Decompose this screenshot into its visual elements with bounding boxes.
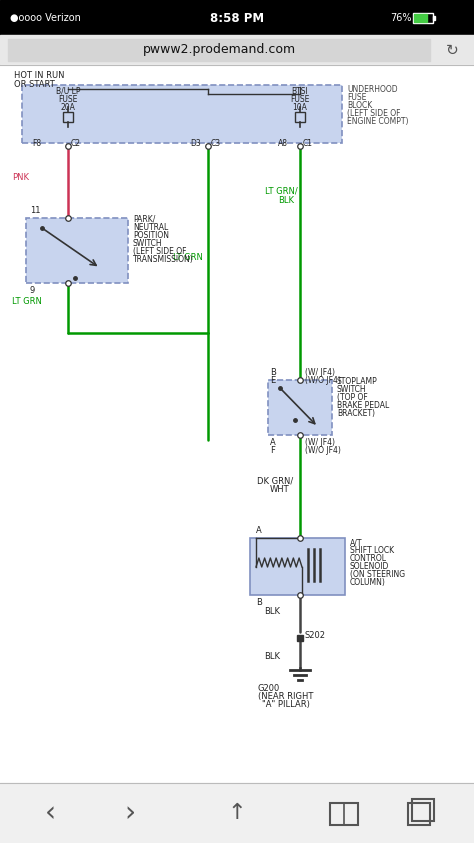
Text: ●oooo Verizon: ●oooo Verizon	[10, 13, 81, 23]
Text: COLUMN): COLUMN)	[350, 578, 386, 587]
Text: DK GRN/: DK GRN/	[257, 477, 293, 486]
Text: LT GRN/: LT GRN/	[265, 186, 298, 195]
Bar	[0, 65, 474, 783]
Text: BTSI: BTSI	[292, 87, 309, 96]
Bar	[412, 799, 434, 821]
Text: A: A	[256, 526, 262, 535]
Text: pwww2.prodemand.com: pwww2.prodemand.com	[143, 44, 296, 56]
Text: UNDERHOOD: UNDERHOOD	[347, 85, 398, 94]
Text: STOPLAMP: STOPLAMP	[337, 377, 378, 386]
Text: E: E	[270, 376, 275, 385]
Text: "A" PILLAR): "A" PILLAR)	[262, 700, 310, 709]
Text: 20A: 20A	[61, 103, 75, 112]
Text: A/T: A/T	[350, 538, 363, 547]
Bar	[0, 0, 474, 35]
Text: C1: C1	[303, 139, 313, 148]
Text: 9: 9	[30, 286, 35, 295]
Text: BLK: BLK	[264, 607, 280, 616]
Text: (TOP OF: (TOP OF	[337, 393, 368, 402]
Text: LT GRN: LT GRN	[12, 297, 42, 306]
Text: (W/ JF4): (W/ JF4)	[305, 368, 335, 377]
Text: (W/O JF4): (W/O JF4)	[305, 376, 341, 385]
Text: B/U LP: B/U LP	[56, 87, 80, 96]
Text: BLK: BLK	[264, 652, 280, 661]
Text: 76%: 76%	[390, 13, 411, 23]
Text: (LEFT SIDE OF: (LEFT SIDE OF	[347, 109, 401, 118]
Text: (ON STEERING: (ON STEERING	[350, 570, 405, 579]
Text: SOLENOID: SOLENOID	[350, 562, 389, 571]
Text: 8:58 PM: 8:58 PM	[210, 12, 264, 24]
Text: FUSE: FUSE	[290, 95, 310, 104]
Text: F8: F8	[32, 139, 41, 148]
Text: ›: ›	[125, 799, 136, 827]
Text: TRANSMISSION): TRANSMISSION)	[133, 255, 194, 264]
Text: (LEFT SIDE OF: (LEFT SIDE OF	[133, 247, 186, 256]
Text: HOT IN RUN: HOT IN RUN	[14, 71, 64, 80]
Text: FUSE: FUSE	[58, 95, 78, 104]
Text: SWITCH: SWITCH	[337, 385, 366, 394]
Text: (W/ JF4): (W/ JF4)	[305, 438, 335, 447]
Bar	[22, 85, 342, 143]
Text: ↻: ↻	[446, 42, 458, 57]
Text: LT GRN: LT GRN	[173, 253, 203, 262]
Bar	[433, 16, 435, 20]
Text: OR START: OR START	[14, 80, 55, 89]
Text: C3: C3	[211, 139, 221, 148]
Text: F: F	[270, 446, 275, 455]
Text: (W/O JF4): (W/O JF4)	[305, 446, 341, 455]
Bar	[8, 39, 430, 61]
Text: B: B	[256, 598, 262, 607]
Text: BLK: BLK	[278, 196, 294, 205]
Text: (NEAR RIGHT: (NEAR RIGHT	[258, 692, 313, 701]
Bar	[0, 35, 474, 65]
Text: C2: C2	[71, 139, 81, 148]
Text: 10A: 10A	[292, 103, 308, 112]
Text: SWITCH: SWITCH	[133, 239, 163, 248]
Text: SHIFT LOCK: SHIFT LOCK	[350, 546, 394, 555]
Text: ‹: ‹	[45, 799, 55, 827]
Text: B: B	[270, 368, 276, 377]
Text: D3: D3	[190, 139, 201, 148]
Text: WHT: WHT	[270, 485, 290, 494]
Text: G200: G200	[258, 684, 280, 693]
Text: FUSE: FUSE	[347, 93, 366, 102]
Text: 11: 11	[30, 206, 40, 215]
Bar	[408, 803, 430, 825]
Text: CONTROL: CONTROL	[350, 554, 387, 563]
Text: NEUTRAL: NEUTRAL	[133, 223, 168, 232]
Text: A: A	[270, 438, 276, 447]
Text: BLOCK: BLOCK	[347, 101, 372, 110]
Bar	[26, 218, 128, 283]
Text: ENGINE COMPT): ENGINE COMPT)	[347, 117, 409, 126]
Text: POSITION: POSITION	[133, 231, 169, 240]
Text: S202: S202	[305, 631, 326, 640]
Text: BRAKE PEDAL: BRAKE PEDAL	[337, 401, 389, 410]
Text: PNK: PNK	[12, 174, 29, 182]
Bar	[268, 380, 332, 435]
Bar	[295, 112, 305, 122]
Bar	[330, 803, 358, 825]
Bar	[0, 783, 474, 843]
Text: BRACKET): BRACKET)	[337, 409, 375, 418]
Text: A8: A8	[278, 139, 288, 148]
Bar	[413, 13, 433, 23]
Text: ↑: ↑	[228, 803, 246, 823]
Bar	[250, 538, 345, 595]
Bar	[414, 14, 427, 22]
Text: PARK/: PARK/	[133, 215, 155, 224]
Bar	[63, 112, 73, 122]
